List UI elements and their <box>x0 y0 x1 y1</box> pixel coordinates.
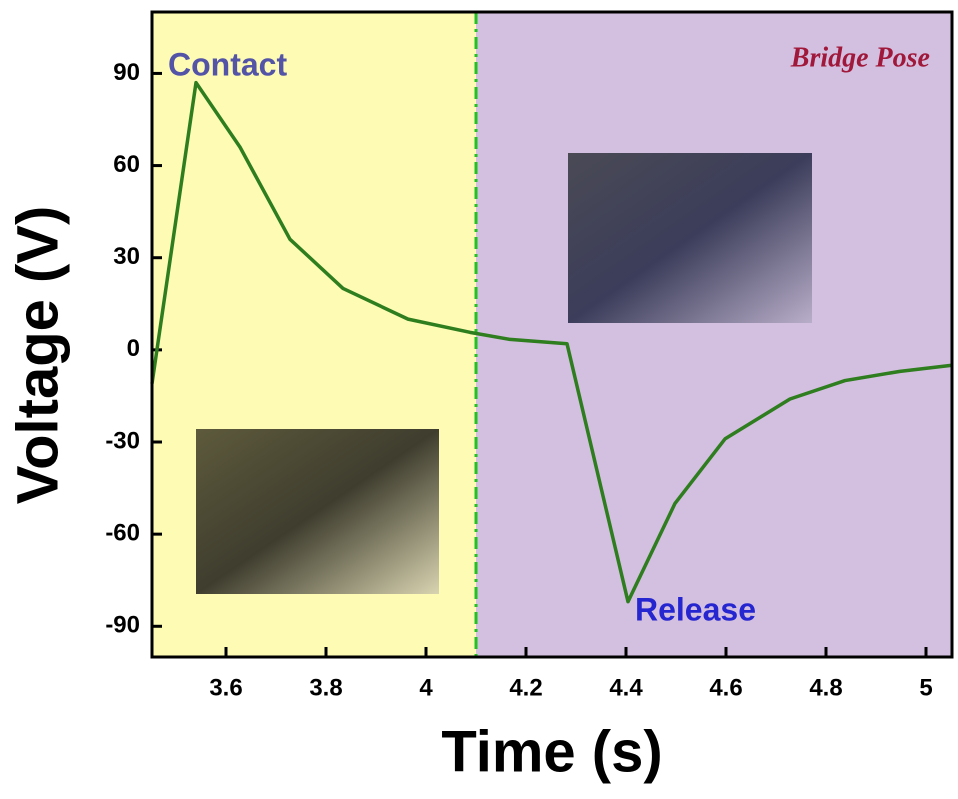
x-tick-label: 4.2 <box>509 674 542 701</box>
photo <box>196 429 439 594</box>
x-tick-label: 4.4 <box>609 674 643 701</box>
y-tick-label: 60 <box>113 151 140 178</box>
x-tick-label: 5 <box>919 674 932 701</box>
x-tick-label: 3.6 <box>209 674 242 701</box>
region-release <box>476 12 952 657</box>
photo <box>568 153 812 323</box>
y-axis-title: Voltage (V) <box>5 206 70 505</box>
annotation: Bridge Pose <box>790 42 930 73</box>
y-tick-label: -60 <box>105 519 140 546</box>
y-tick-label: -90 <box>105 612 140 639</box>
y-tick-label: 0 <box>127 335 140 362</box>
x-tick-label: 3.8 <box>309 674 342 701</box>
y-tick-label: 30 <box>113 243 140 270</box>
chart: Contact Bridge Pose Release Time (s) Vol… <box>0 0 958 799</box>
annotation: Contact <box>168 46 287 82</box>
annotation: Release <box>635 591 756 627</box>
y-tick-label: -30 <box>105 427 140 454</box>
x-tick-label: 4 <box>419 674 433 701</box>
x-axis-title: Time (s) <box>441 719 662 784</box>
x-tick-label: 4.8 <box>809 674 842 701</box>
y-tick-label: 90 <box>113 59 140 86</box>
x-tick-label: 4.6 <box>709 674 742 701</box>
